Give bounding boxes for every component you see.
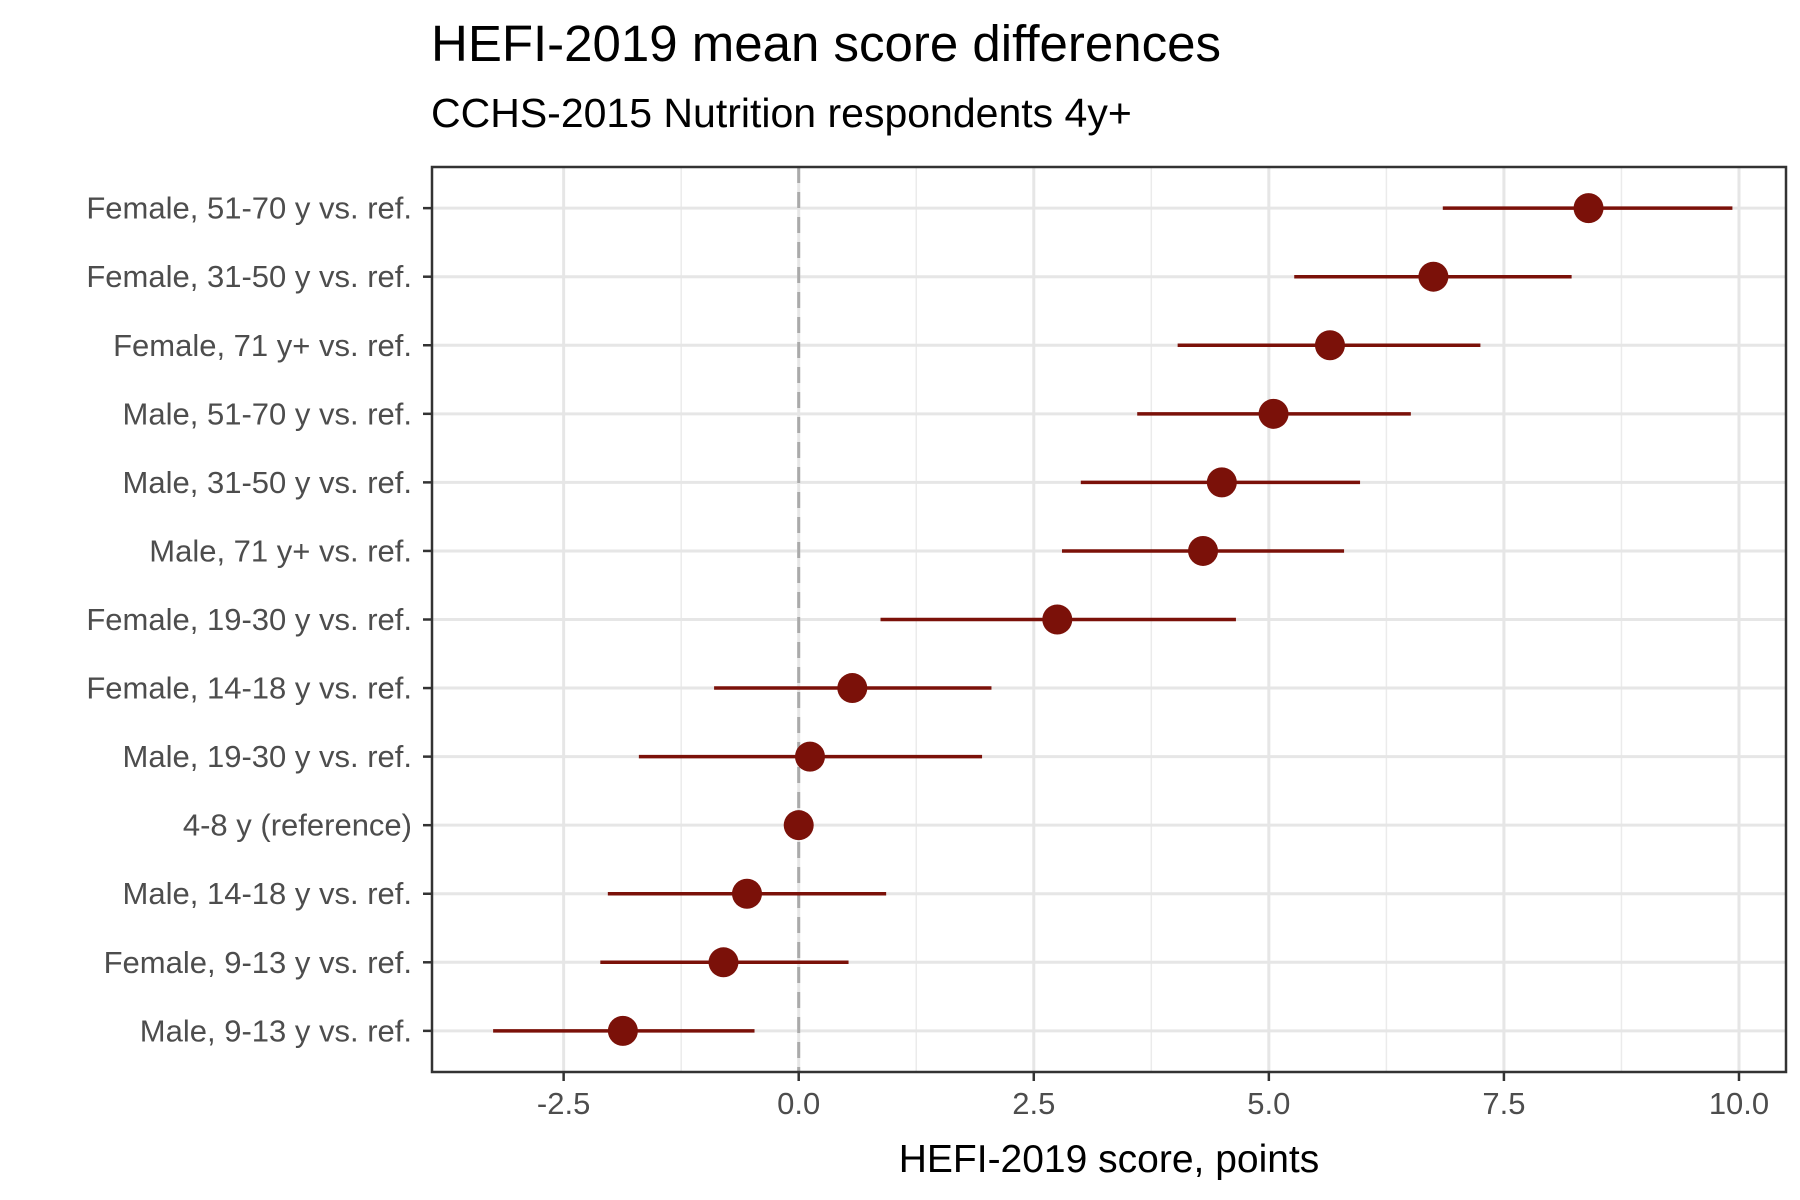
y-tick-label: Male, 14-18 y vs. ref.: [123, 876, 412, 911]
data-point: [1206, 467, 1237, 498]
y-tick-label: Female, 71 y+ vs. ref.: [113, 328, 412, 363]
data-point: [794, 741, 825, 772]
x-axis: -2.5 0.0 2.5 5.0 7.5 10.0: [537, 1072, 1769, 1121]
y-tick-label: Female, 51-70 y vs. ref.: [86, 191, 412, 226]
x-tick-label: -2.5: [537, 1086, 590, 1121]
data-point: [1188, 535, 1219, 566]
chart-title: HEFI-2019 mean score differences: [431, 15, 1221, 72]
data-point: [783, 810, 814, 841]
data-point: [1573, 193, 1604, 224]
y-tick-label: Male, 9-13 y vs. ref.: [140, 1013, 412, 1048]
data-point: [1314, 330, 1345, 361]
data-point: [731, 878, 762, 909]
x-tick-label: 0.0: [777, 1086, 820, 1121]
x-tick-label: 7.5: [1482, 1086, 1525, 1121]
data-point: [607, 1015, 638, 1046]
data-point: [1258, 398, 1289, 429]
x-axis-title: HEFI-2019 score, points: [899, 1138, 1320, 1181]
points: [607, 193, 1604, 1046]
data-point: [1418, 261, 1449, 292]
y-tick-label: Male, 71 y+ vs. ref.: [149, 533, 412, 568]
y-tick-label: Male, 51-70 y vs. ref.: [123, 396, 412, 431]
data-point: [1042, 604, 1073, 635]
x-tick-label: 2.5: [1012, 1086, 1055, 1121]
data-point: [708, 947, 739, 978]
x-tick-label: 5.0: [1247, 1086, 1290, 1121]
y-tick-label: Male, 31-50 y vs. ref.: [123, 465, 412, 500]
y-tick-label: Female, 9-13 y vs. ref.: [104, 945, 412, 980]
data-point: [837, 673, 868, 704]
chart-subtitle: CCHS-2015 Nutrition respondents 4y+: [431, 90, 1132, 136]
y-axis: Female, 51-70 y vs. ref. Female, 31-50 y …: [86, 191, 432, 1048]
y-tick-label: Female, 31-50 y vs. ref.: [86, 259, 412, 294]
y-tick-label: Female, 19-30 y vs. ref.: [86, 602, 412, 637]
x-tick-label: 10.0: [1709, 1086, 1769, 1121]
y-tick-label: 4-8 y (reference): [183, 808, 412, 843]
y-tick-label: Male, 19-30 y vs. ref.: [123, 739, 412, 774]
y-tick-label: Female, 14-18 y vs. ref.: [86, 671, 412, 706]
